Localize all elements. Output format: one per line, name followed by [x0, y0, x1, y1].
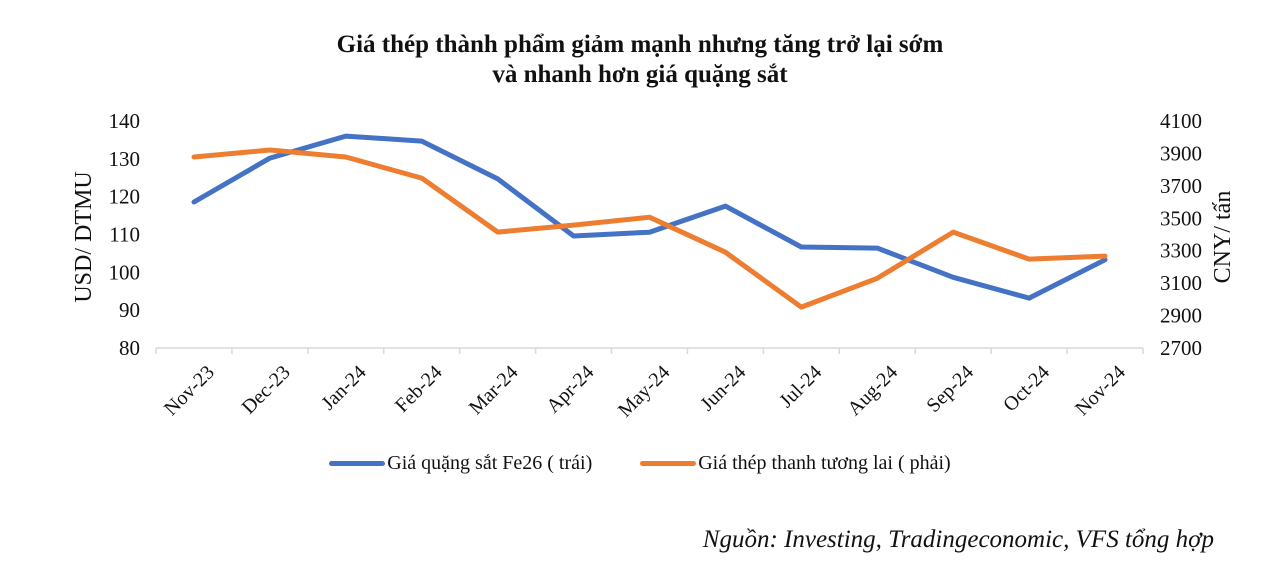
left-axis-tick-label: 100 — [109, 260, 141, 284]
left-axis-tick-label: 110 — [109, 223, 140, 247]
series-lines — [191, 133, 1108, 310]
legend-label-iron-ore: Giá quặng sắt Fe26 ( trái) — [387, 452, 593, 474]
chart-title-line-1: Giá thép thành phẩm giảm mạnh nhưng tăng… — [336, 31, 944, 58]
x-axis-tick-label: May-24 — [614, 361, 674, 421]
x-axis-tick-label: Feb-24 — [391, 361, 447, 417]
x-axis-tick-label: Jul-24 — [775, 361, 826, 412]
x-axis-tick-label: Aug-24 — [843, 361, 902, 420]
x-axis-tick-label: Jan-24 — [317, 361, 370, 414]
source-note: Nguồn: Investing, Tradingeconomic, VFS t… — [702, 526, 1214, 553]
x-axis-tick-label: Mar-24 — [465, 361, 523, 419]
right-axis-tick-label: 3500 — [1160, 206, 1202, 230]
right-axis-tick-label: 3900 — [1160, 141, 1202, 165]
x-axis-tick-label: Oct-24 — [999, 361, 1054, 416]
iron-ore-line — [191, 133, 1108, 301]
right-axis-tick-label: 2900 — [1160, 304, 1202, 328]
chart-title-line-2: và nhanh hơn giá quặng sắt — [492, 61, 788, 88]
left-axis-tick-label: 120 — [109, 185, 141, 209]
legend-line-orange-icon — [640, 461, 697, 466]
right-axis-tick-label: 3100 — [1160, 271, 1202, 295]
legend: Giá quặng sắt Fe26 ( trái) Giá thép than… — [0, 452, 1280, 475]
right-axis-tick-label: 3300 — [1160, 239, 1202, 263]
x-axis-tick-label: Nov-23 — [160, 361, 219, 420]
x-axis-tick-label: Jun-24 — [696, 361, 750, 415]
x-axis: Nov-23 Dec-23 Jan-24 Feb-24 Mar-24 Apr-24 May-… — [155, 347, 1144, 422]
right-axis-tick-label: 2700 — [1160, 336, 1202, 360]
left-y-axis: 140 130 120 110 100 90 80 — [109, 109, 141, 360]
right-axis-tick-label: 3700 — [1160, 174, 1202, 198]
left-axis-tick-label: 140 — [109, 109, 141, 133]
x-axis-tick-label: Apr-24 — [542, 361, 598, 417]
x-axis-tick-label: Dec-23 — [238, 361, 295, 418]
left-axis-tick-label: 130 — [109, 147, 141, 171]
right-y-axis: 4100 3900 3700 3500 3300 3100 2900 2700 — [1160, 109, 1202, 360]
steel-rebar-line — [191, 147, 1108, 310]
legend-item-steel-rebar: Giá thép thanh tương lai ( phải) — [640, 452, 951, 475]
x-axis-tick-label: Sep-24 — [922, 361, 978, 417]
right-axis-title: CNY/ tấn — [1210, 191, 1236, 284]
legend-label-steel-rebar: Giá thép thanh tương lai ( phải) — [698, 452, 951, 474]
right-axis-tick-label: 4100 — [1160, 109, 1202, 133]
left-axis-tick-label: 80 — [119, 336, 140, 360]
legend-item-iron-ore: Giá quặng sắt Fe26 ( trái) — [329, 452, 592, 475]
legend-line-blue-icon — [329, 461, 386, 466]
x-axis-tick-label: Nov-24 — [1071, 361, 1130, 420]
left-axis-title: USD/ DTMU — [71, 171, 97, 302]
line-chart: 140 130 120 110 100 90 80 4100 3900 3700 3500 3300… — [71, 109, 1236, 422]
left-axis-tick-label: 90 — [119, 298, 140, 322]
